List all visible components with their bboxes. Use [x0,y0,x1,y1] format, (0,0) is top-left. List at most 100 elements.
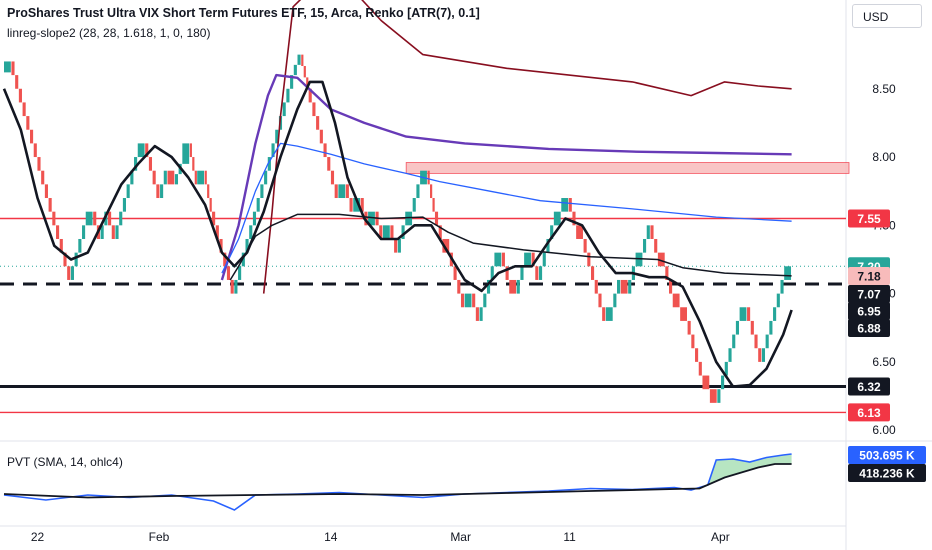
renko-brick [472,293,476,308]
renko-brick [349,198,353,212]
renko-brick [780,279,784,294]
renko-brick [194,170,197,185]
renko-brick [394,238,398,253]
renko-brick [576,225,583,239]
renko-brick [252,211,257,226]
renko-brick [758,348,762,362]
series-line-mid [221,142,792,274]
renko-brick [122,198,127,212]
renko-brick [70,266,74,280]
renko-brick [784,266,792,280]
renko-brick [483,293,487,308]
renko-brick [15,75,19,89]
renko-brick [709,389,717,403]
time-tick-label: 14 [324,530,338,544]
renko-brick [382,225,390,239]
renko-brick [572,211,576,226]
renko-brick [620,279,628,294]
renko-brick [18,88,22,103]
renko-brick [538,266,543,280]
renko-brick [48,198,52,212]
renko-brick [312,102,316,117]
time-tick-label: 22 [31,530,45,544]
renko-brick [680,307,687,321]
renko-brick [617,279,621,294]
renko-brick [67,266,71,280]
renko-brick [427,170,430,185]
renko-brick [432,198,435,212]
renko-brick [219,238,223,253]
indicator-legend: linreg-slope2 (28, 28, 1.618, 1, 0, 180) [7,26,211,40]
price-label-6.88: 6.88 [857,322,881,336]
renko-brick [646,225,650,239]
price-label-7.18: 7.18 [857,270,881,284]
renko-brick [494,252,502,267]
pvt-label-bg [848,446,926,464]
time-tick-label: Mar [450,530,471,544]
renko-brick [735,320,740,335]
renko-brick [490,266,494,280]
renko-brick [160,184,164,199]
renko-brick [360,198,364,212]
renko-brick [134,157,138,171]
renko-brick [33,143,37,158]
renko-brick [163,170,167,185]
renko-brick [442,238,450,253]
resistance-zone [405,162,850,174]
pvt-value-label: 418.236 K [859,467,915,481]
renko-brick [189,143,192,158]
renko-brick [334,184,338,199]
renko-brick [11,61,15,76]
renko-brick [765,334,769,349]
renko-brick [665,266,669,280]
renko-brick [434,211,439,226]
renko-brick [111,225,115,239]
renko-brick [209,198,212,212]
renko-brick [368,211,375,226]
renko-brick [275,129,279,144]
renko-brick [773,307,777,321]
renko-brick [226,266,231,280]
renko-brick [587,252,591,267]
renko-brick [52,211,56,226]
level-label-6.13-bg [848,403,890,422]
renko-brick [148,157,153,171]
renko-brick [119,211,123,226]
renko-brick [416,184,420,199]
renko-brick [44,184,48,199]
renko-brick [297,54,301,65]
price-tick-label: 6.00 [872,423,896,437]
renko-brick [230,279,234,294]
renko-brick [613,293,617,308]
renko-brick [728,348,732,362]
level-label-7.55: 7.55 [857,212,881,226]
renko-brick [30,129,34,144]
renko-brick [724,361,728,376]
renko-brick [204,170,207,185]
series-line-smooth [2,80,793,388]
renko-brick [453,266,457,280]
renko-brick [59,238,63,253]
renko-brick [330,170,335,185]
renko-brick [26,116,30,130]
renko-brick [212,211,216,226]
renko-brick [457,279,461,294]
renko-brick [126,184,130,199]
renko-brick [769,320,773,335]
renko-brick [591,266,595,280]
renko-brick [438,225,442,239]
renko-brick [379,225,383,239]
renko-brick [561,198,569,212]
renko-brick [401,225,405,239]
renko-brick [271,143,275,158]
price-tick-label: 6.50 [872,355,896,369]
price-tick-label: 8.50 [872,82,896,96]
currency-selector[interactable]: USD [852,4,922,28]
renko-brick [650,225,654,239]
renko-brick [776,293,780,308]
renko-brick [93,211,97,226]
renko-brick [353,198,361,212]
renko-brick [643,238,647,253]
renko-brick [108,211,112,226]
